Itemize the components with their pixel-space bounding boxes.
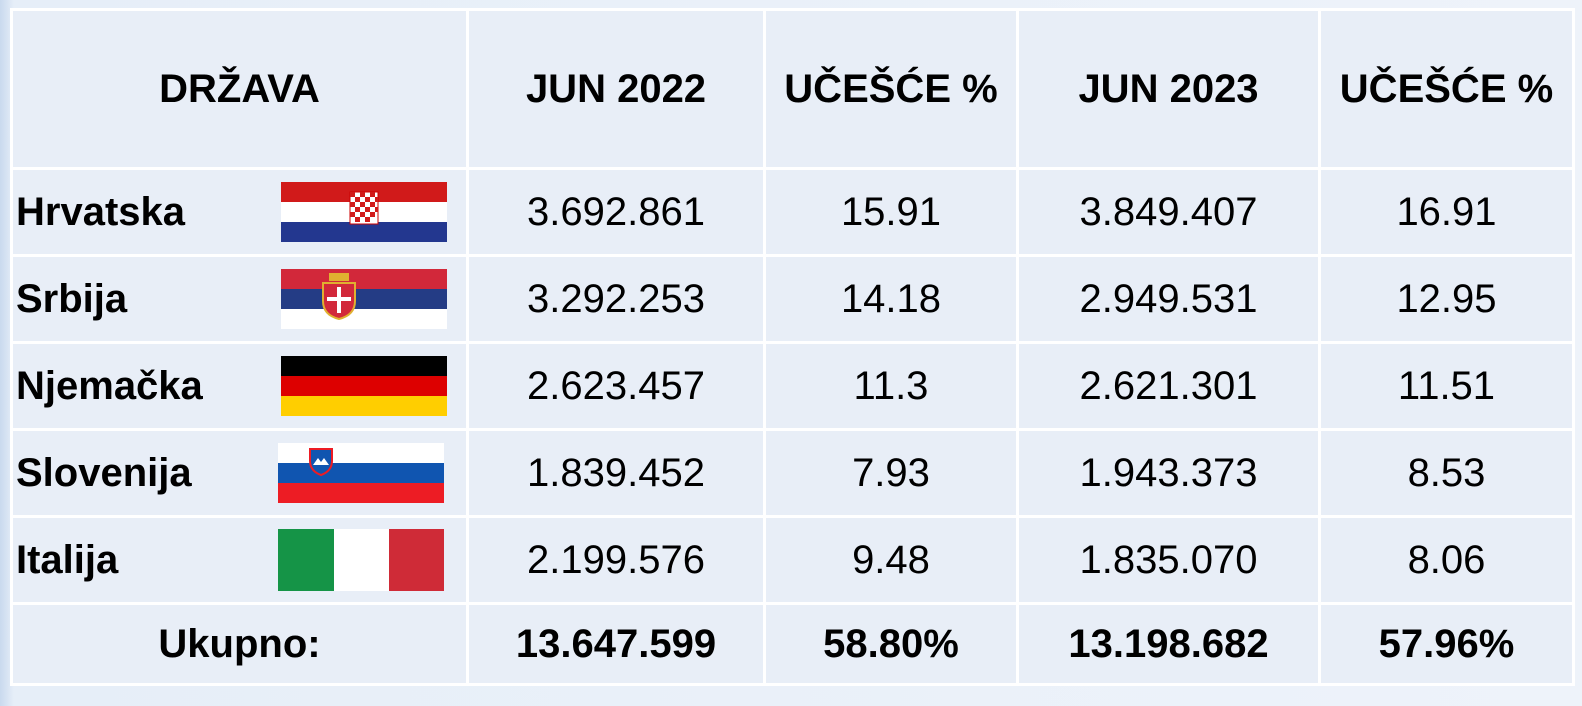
country-name: Srbija	[16, 276, 128, 321]
cell: 12.95	[1318, 254, 1575, 344]
country-cell: Hrvatska	[10, 167, 469, 257]
cell: 2.621.301	[1016, 341, 1321, 431]
total-cell: 13.647.599	[466, 602, 766, 686]
total-cell: Ukupno:	[10, 602, 469, 686]
cell: 2.199.576	[466, 515, 766, 605]
header-cell: JUN 2023	[1016, 8, 1321, 170]
header-row: DRŽAVA JUN 2022 UČEŠĆE % JUN 2023 UČEŠĆE…	[10, 8, 1575, 170]
cell: 3.692.861	[466, 167, 766, 257]
country-name: Italija	[16, 537, 119, 582]
cell: 2.623.457	[466, 341, 766, 431]
cell: 11.51	[1318, 341, 1575, 431]
total-cell: 13.198.682	[1016, 602, 1321, 686]
cell: 3.849.407	[1016, 167, 1321, 257]
cell: 15.91	[763, 167, 1019, 257]
cell: 2.949.531	[1016, 254, 1321, 344]
total-cell: 57.96%	[1318, 602, 1575, 686]
flag-serbia	[281, 269, 447, 329]
cell: 16.91	[1318, 167, 1575, 257]
header-cell: DRŽAVA	[10, 8, 469, 170]
country-name: Slovenija	[16, 450, 192, 495]
total-cell: 58.80%	[763, 602, 1019, 686]
country-cell: Njemačka	[10, 341, 469, 431]
flag-italy	[278, 529, 444, 591]
header-cell: UČEŠĆE %	[1318, 8, 1575, 170]
cell: 8.06	[1318, 515, 1575, 605]
country-name: Njemačka	[16, 363, 203, 408]
data-table: DRŽAVA JUN 2022 UČEŠĆE % JUN 2023 UČEŠĆE…	[10, 8, 1575, 686]
total-row: Ukupno: 13.647.599 58.80% 13.198.682 57.…	[10, 602, 1575, 686]
country-cell: Srbija	[10, 254, 469, 344]
row: Italija 2.199.576 9.48 1.835.070 8.06	[10, 515, 1575, 605]
cell: 1.943.373	[1016, 428, 1321, 518]
cell: 9.48	[763, 515, 1019, 605]
header-cell: UČEŠĆE %	[763, 8, 1019, 170]
header-cell: JUN 2022	[466, 8, 766, 170]
flag-slovenia	[278, 443, 444, 503]
cell: 3.292.253	[466, 254, 766, 344]
country-cell: Italija	[10, 515, 469, 605]
cell: 1.835.070	[1016, 515, 1321, 605]
country-cell: Slovenija	[10, 428, 469, 518]
flag-croatia	[281, 182, 447, 242]
cell: 11.3	[763, 341, 1019, 431]
flag-germany	[281, 356, 447, 416]
country-name: Hrvatska	[16, 189, 186, 234]
cell: 14.18	[763, 254, 1019, 344]
cell: 1.839.452	[466, 428, 766, 518]
cell: 7.93	[763, 428, 1019, 518]
row: Njemačka 2.623.457 11.3 2.621.301 11.51	[10, 341, 1575, 431]
cell: 8.53	[1318, 428, 1575, 518]
row: Slovenija 1.839.452 7.93 1.943.373 8.53	[10, 428, 1575, 518]
row: Srbija 3.292.253 14.18 2.949.531 12.95	[10, 254, 1575, 344]
row: Hrvatska 3.692.861 15.91 3.849.407 16.91	[10, 167, 1575, 257]
